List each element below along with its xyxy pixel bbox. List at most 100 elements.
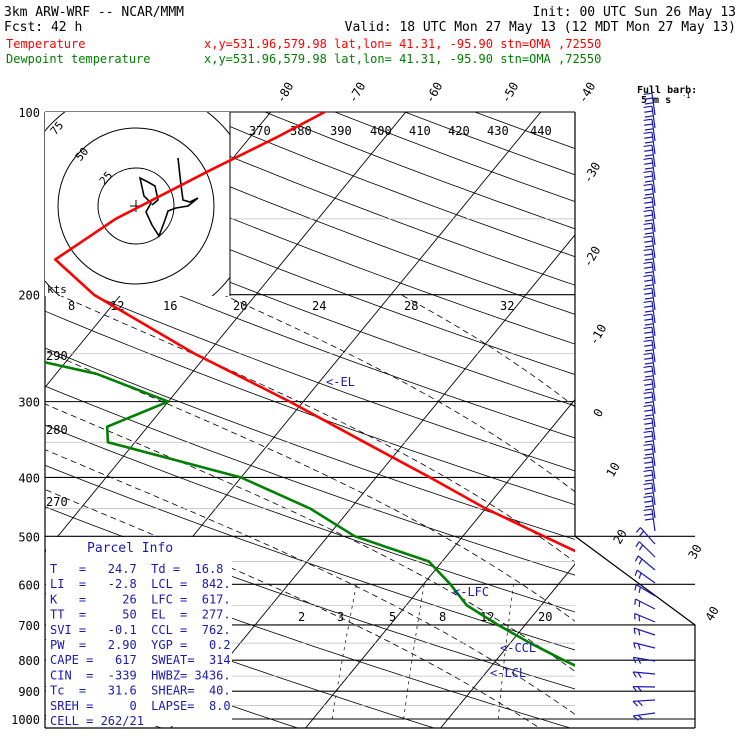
hodograph-trace — [138, 157, 199, 238]
theta-label: 370 — [249, 124, 271, 138]
wind-barb — [643, 261, 656, 285]
theta-label: 430 — [487, 124, 509, 138]
parcel-info-title: Parcel Info — [87, 541, 173, 556]
mixing-ratio-line — [673, 584, 678, 719]
wind-barb — [633, 642, 656, 650]
plot-frame-right — [574, 112, 696, 728]
isotherm-label: -70 — [345, 80, 368, 106]
moist-adiabat-line — [45, 350, 575, 622]
wind-barb — [635, 527, 656, 545]
parcel-info-line: PW = 2.90 YGP = 0.2 — [50, 638, 231, 652]
moist-adiabat-label: 32 — [500, 299, 514, 313]
moist-adiabat-line — [400, 294, 575, 408]
init-time: Init: 00 UTC Sun 26 May 13 — [533, 5, 737, 20]
mixing-ratio-line — [590, 584, 600, 719]
moist-adiabat-label: 8 — [68, 299, 75, 313]
moist-adiabat-label: 16 — [163, 299, 177, 313]
wind-barb — [643, 417, 656, 441]
pressure-tick-label: 300 — [18, 396, 40, 410]
wind-barb — [643, 313, 656, 337]
isotherm-label: 40 — [702, 604, 721, 624]
parcel-info-line: SVI = -0.1 CCL = 762. — [50, 623, 231, 637]
lcl-marker: <-LCL — [490, 666, 526, 680]
moist-adiabat-line — [45, 449, 575, 715]
forecast-hour: Fcst: 42 h — [4, 20, 82, 35]
parcel-info-panel: Parcel Info T = 24.7 Td = 16.8LI = -2.8 … — [46, 537, 232, 728]
dry-adiabat-line — [194, 112, 575, 258]
isotherm-label: -20 — [580, 244, 603, 270]
wind-barb — [632, 656, 656, 664]
isotherm-line — [440, 563, 575, 728]
dry-adiabat-line — [45, 464, 575, 651]
mixing-ratio-label: 20 — [538, 610, 552, 624]
pressure-tick-label: 100 — [18, 106, 40, 120]
dry-adiabat-line — [45, 424, 575, 613]
isotherm-line — [707, 112, 740, 732]
wind-barb — [643, 430, 656, 454]
hodograph-background — [45, 112, 230, 296]
wind-barb — [632, 686, 656, 693]
isotherm-line — [572, 112, 740, 732]
wind-barb — [634, 569, 656, 584]
isotherm-line — [170, 234, 575, 728]
dewpoint-location: x,y=531.96,579.98 lat,lon= 41.31, -95.90… — [204, 52, 601, 66]
pressure-tick-label: 700 — [18, 619, 40, 633]
wind-barb — [643, 92, 656, 116]
wind-barb — [643, 105, 656, 129]
isotherm-label: 30 — [685, 542, 704, 562]
wind-barbs — [632, 92, 656, 721]
wind-barb-legend: Full barb: 5 m s -1 — [637, 85, 697, 106]
isotherm-label: 20 — [610, 527, 629, 547]
theta-label: 420 — [448, 124, 470, 138]
dry-adiabat-line — [45, 239, 575, 439]
temperature-legend-label: Temperature — [6, 37, 85, 51]
wind-barb — [643, 352, 656, 376]
parcel-info-background — [46, 537, 232, 726]
pressure-tick-label: 500 — [18, 530, 40, 544]
wind-barb — [633, 627, 656, 636]
dry-adiabat-line — [45, 310, 575, 506]
wind-barb — [643, 378, 656, 402]
wind-barb — [643, 196, 656, 220]
wind-barb — [632, 671, 656, 679]
parcel-info-line: K = 26 LFC = 617. — [50, 592, 231, 606]
wind-barb — [643, 222, 656, 246]
mixing-ratio-label: 3 — [337, 610, 344, 624]
hodograph-ring-50 — [57, 127, 215, 285]
isotherm-label: 0 — [590, 406, 606, 419]
theta-label: 410 — [409, 124, 431, 138]
isotherm-line — [305, 398, 575, 728]
hodograph-ring-25 — [97, 167, 175, 245]
dewpoint-profile-line — [45, 361, 575, 667]
isotherm-label: -10 — [586, 322, 609, 348]
parcel-info-line: CAPE = 617 SWEAT= 314 — [50, 653, 231, 667]
dry-adiabat-line — [334, 112, 575, 202]
temperature-profile-line — [53, 112, 575, 553]
moist-adiabat-label: 24 — [312, 299, 326, 313]
parcel-info-lines: T = 24.7 Td = 16.8LI = -2.8 LCL = 842.K … — [50, 562, 231, 728]
ccl-marker: <-CCL — [500, 641, 536, 655]
wind-barb — [643, 209, 656, 233]
wind-barb — [643, 287, 656, 311]
isotherm-line — [0, 112, 1, 732]
moist-adiabat-label: 20 — [233, 299, 247, 313]
moist-adiabat-label: 28 — [404, 299, 418, 313]
mixing-ratio-label: 8 — [439, 610, 446, 624]
dry-adiabat-line — [45, 347, 575, 540]
wind-barb — [643, 131, 656, 155]
isotherm-line — [45, 112, 407, 553]
dry-adiabat-line — [45, 385, 575, 576]
pressure-tick-label: 200 — [18, 289, 40, 303]
dry-adiabat-line — [264, 112, 575, 230]
el-marker: <-EL — [326, 375, 355, 389]
moist-adiabat-line — [58, 294, 575, 563]
temperature-location: x,y=531.96,579.98 lat,lon= 41.31, -95.90… — [204, 37, 601, 51]
wind-legend-title: Full barb: — [637, 85, 697, 96]
mixing-ratio-line — [497, 584, 514, 720]
dry-adiabat-line — [474, 112, 575, 149]
hodograph-inset: 25 50 75 kts — [45, 112, 231, 296]
parcel-info-line: LI = -2.8 LCL = 842. — [50, 577, 231, 591]
pressure-tick-label: 1000 — [11, 713, 40, 727]
theta-label: 390 — [330, 124, 352, 138]
